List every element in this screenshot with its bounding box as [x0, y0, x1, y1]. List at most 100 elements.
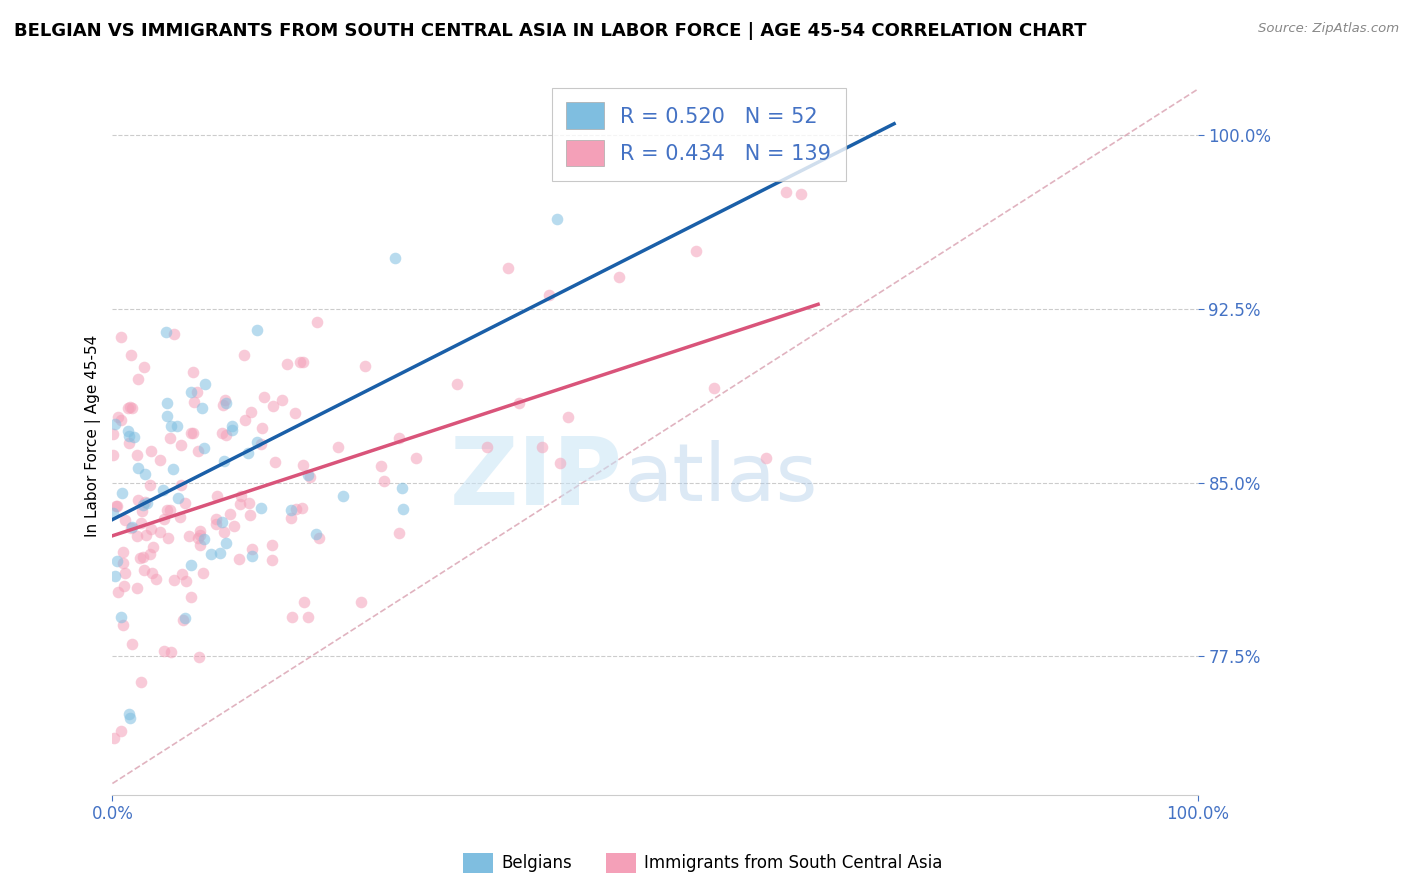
Text: BELGIAN VS IMMIGRANTS FROM SOUTH CENTRAL ASIA IN LABOR FORCE | AGE 45-54 CORRELA: BELGIAN VS IMMIGRANTS FROM SOUTH CENTRAL… — [14, 22, 1087, 40]
Point — [149, 524, 172, 539]
Point — [262, 399, 284, 413]
Point — [291, 355, 314, 369]
Point — [193, 441, 215, 455]
Point — [112, 617, 135, 632]
Point — [297, 610, 319, 624]
Point — [212, 454, 235, 468]
Point — [285, 501, 308, 516]
Point — [110, 330, 132, 344]
Point — [167, 491, 190, 505]
Point — [101, 506, 124, 520]
Point — [214, 536, 236, 550]
Point — [288, 355, 311, 369]
Point — [181, 365, 204, 379]
Point — [212, 398, 235, 412]
Point — [252, 390, 274, 404]
Point — [169, 478, 191, 492]
Point — [200, 547, 222, 561]
Point — [292, 594, 315, 608]
Point — [548, 456, 571, 470]
Point — [212, 524, 235, 539]
Point — [388, 526, 411, 541]
Point — [276, 357, 298, 371]
Point — [141, 566, 163, 581]
Point — [229, 497, 252, 511]
Point — [110, 610, 132, 624]
Point — [160, 419, 183, 434]
Point — [105, 499, 128, 513]
Point — [211, 425, 233, 440]
Point — [188, 538, 211, 552]
Point — [107, 410, 129, 425]
Point — [172, 566, 194, 581]
Point — [118, 706, 141, 721]
Point — [238, 496, 260, 510]
Point — [187, 443, 209, 458]
Point — [181, 426, 204, 441]
Point — [156, 532, 179, 546]
Point — [132, 564, 155, 578]
Point — [498, 260, 520, 275]
Point — [546, 212, 568, 227]
Point — [215, 396, 238, 410]
Point — [117, 424, 139, 438]
Point — [260, 538, 283, 552]
Point — [129, 674, 152, 689]
Point — [120, 520, 142, 534]
Point — [297, 468, 319, 483]
Point — [159, 645, 181, 659]
Point — [188, 524, 211, 538]
Point — [391, 501, 413, 516]
Point — [101, 448, 124, 462]
Point — [305, 527, 328, 541]
Point — [222, 519, 245, 533]
Point — [159, 431, 181, 445]
Point — [114, 566, 136, 580]
Point — [111, 486, 134, 500]
Point — [332, 490, 354, 504]
Point — [214, 393, 236, 408]
Point — [121, 520, 143, 534]
Point — [219, 507, 242, 521]
Point — [250, 421, 273, 435]
Point — [127, 448, 149, 462]
Point — [221, 423, 243, 437]
Point — [298, 469, 321, 483]
Point — [153, 512, 176, 526]
Point — [180, 590, 202, 604]
Point — [163, 573, 186, 587]
Point — [112, 545, 135, 559]
Point — [405, 451, 427, 466]
Point — [557, 410, 579, 425]
Text: atlas: atlas — [623, 441, 817, 518]
Point — [118, 436, 141, 450]
Point — [205, 489, 228, 503]
Point — [110, 723, 132, 738]
Point — [131, 516, 153, 531]
Point — [271, 393, 294, 408]
Point — [246, 435, 269, 450]
Point — [475, 440, 498, 454]
Point — [132, 498, 155, 512]
Point — [238, 446, 260, 460]
Point — [183, 394, 205, 409]
Point — [384, 251, 406, 265]
Point — [291, 500, 314, 515]
Point — [176, 574, 198, 588]
Point — [240, 549, 263, 563]
Point — [152, 483, 174, 497]
Point — [104, 569, 127, 583]
Point — [790, 186, 813, 201]
Point — [187, 532, 209, 546]
Point — [291, 458, 314, 473]
Point — [104, 500, 127, 514]
Point — [139, 522, 162, 536]
Point — [139, 478, 162, 492]
Point — [205, 511, 228, 525]
Point — [107, 585, 129, 599]
Text: Source: ZipAtlas.com: Source: ZipAtlas.com — [1258, 22, 1399, 36]
Point — [280, 503, 302, 517]
Point — [156, 503, 179, 517]
Point — [127, 493, 149, 508]
Point — [155, 325, 177, 339]
